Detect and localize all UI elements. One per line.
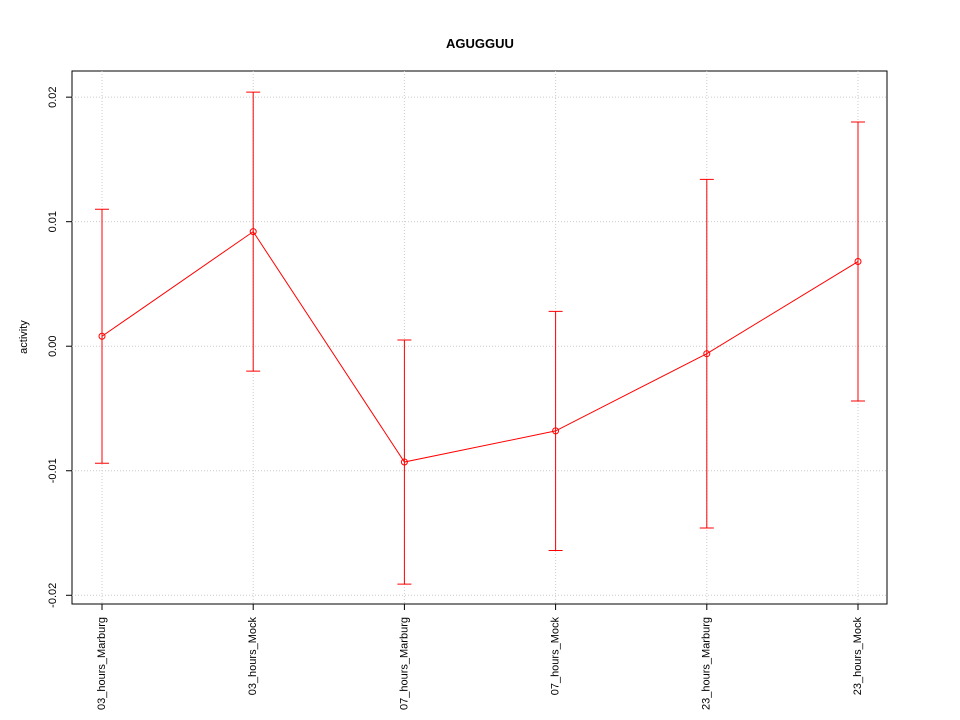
error-bar: [397, 339, 412, 585]
error-bar: [95, 208, 109, 464]
point: [98, 332, 106, 340]
x-tick-label: 23_hours_Marburg: [701, 617, 713, 710]
chart-title: AGUGGUU: [446, 36, 514, 51]
y-tick-label: -0.02: [47, 583, 59, 608]
y-tick-label: -0.01: [47, 458, 59, 483]
error-bar: [246, 91, 261, 372]
point: [249, 228, 257, 236]
y-tick-label: 0.00: [47, 336, 59, 357]
point: [703, 350, 711, 358]
x-tick-label: 03_hours_Marburg: [96, 617, 108, 710]
x-tick-label: 03_hours_Mock: [247, 617, 259, 696]
error-bar: [851, 121, 865, 402]
error-bar: [548, 310, 563, 551]
x-tick-label: 23_hours_Mock: [852, 617, 864, 696]
series-line: [101, 230, 859, 463]
x-tick-label: 07_hours_Mock: [550, 617, 562, 696]
point: [400, 458, 408, 466]
plot-frame: [71, 70, 888, 605]
y-tick-label: 0.01: [47, 211, 59, 232]
point: [854, 258, 862, 266]
x-tick-label: 07_hours_Marburg: [398, 617, 410, 710]
error-bar: [699, 178, 714, 529]
y-tick-label: 0.02: [47, 86, 59, 107]
point: [552, 427, 560, 435]
y-axis-label: activity: [18, 320, 30, 354]
